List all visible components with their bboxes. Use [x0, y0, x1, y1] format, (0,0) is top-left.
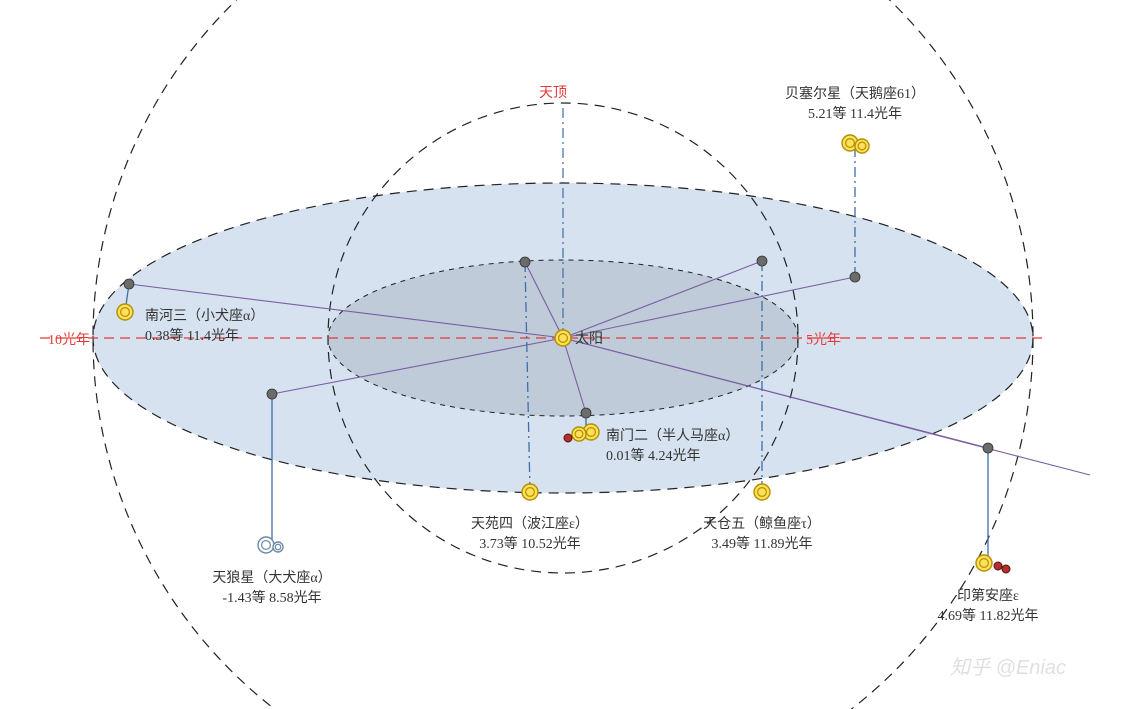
axis-label-5ly: 5光年: [806, 332, 841, 348]
plane-dot-sirius: [267, 389, 277, 399]
label1-alphacen: 南门二（半人马座α）: [606, 428, 739, 444]
marker-indi: [976, 555, 1010, 573]
star-indi: 印第安座ε 4.69等 11.82光年: [938, 443, 1039, 624]
plane-dot-eridani: [520, 257, 530, 267]
watermark: 知乎 @Eniac: [950, 657, 1066, 679]
zenith-label: 天顶: [539, 86, 567, 101]
marker-sirius: [258, 537, 283, 553]
plane-dot-tauceti: [757, 256, 767, 266]
label1-sirius: 天狼星（大犬座α）: [212, 570, 331, 586]
label2-sirius: -1.43等 8.58光年: [222, 589, 321, 606]
sun: 太阳: [555, 330, 603, 347]
sun-label: 太阳: [575, 331, 603, 347]
plane-dot-procyon: [124, 279, 134, 289]
plane-dot-alphacen: [581, 408, 591, 418]
label2-bessel: 5.21等 11.4光年: [808, 105, 902, 122]
label1-procyon: 南河三（小犬座α）: [145, 308, 264, 324]
label2-eridani: 3.73等 10.52光年: [479, 535, 581, 552]
label2-indi: 4.69等 11.82光年: [938, 607, 1039, 624]
label1-indi: 印第安座ε: [957, 587, 1019, 604]
label1-tauceti: 天仓五（鲸鱼座τ）: [703, 515, 821, 532]
label2-alphacen: 0.01等 4.24光年: [606, 447, 701, 464]
axis-label-10ly: 10光年: [48, 332, 90, 348]
marker-tauceti: [754, 484, 770, 500]
plane-dot-indi: [983, 443, 993, 453]
label1-bessel: 贝塞尔星（天鹅座61）: [785, 85, 925, 102]
marker-eridani: [522, 484, 538, 500]
label1-eridani: 天苑四（波江座ε）: [471, 516, 589, 532]
marker-procyon: [117, 304, 133, 320]
label2-tauceti: 3.49等 11.89光年: [712, 535, 813, 552]
label2-procyon: 0.38等 11.4光年: [145, 327, 239, 344]
plane-dot-bessel: [850, 272, 860, 282]
